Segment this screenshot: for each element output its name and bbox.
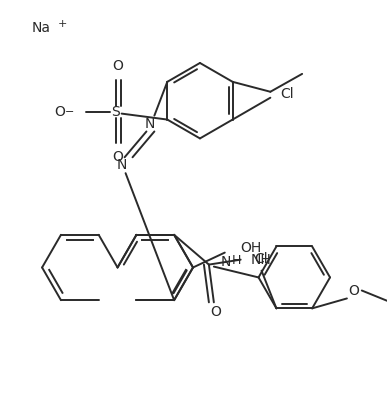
Text: H: H [232, 254, 241, 267]
Text: N: N [144, 117, 154, 130]
Text: N: N [116, 158, 127, 172]
Text: Na: Na [31, 21, 50, 35]
Text: Cl: Cl [255, 252, 268, 266]
Text: S: S [111, 105, 120, 119]
Text: O: O [210, 305, 221, 319]
Text: O: O [348, 284, 359, 297]
Text: O: O [112, 59, 123, 73]
Text: O: O [112, 150, 123, 164]
Text: NH: NH [251, 253, 271, 267]
Text: OH: OH [241, 241, 262, 255]
Text: −: − [65, 107, 74, 117]
Text: N: N [221, 255, 232, 269]
Text: O: O [55, 105, 66, 119]
Text: +: + [58, 19, 68, 29]
Text: Cl: Cl [280, 87, 294, 101]
